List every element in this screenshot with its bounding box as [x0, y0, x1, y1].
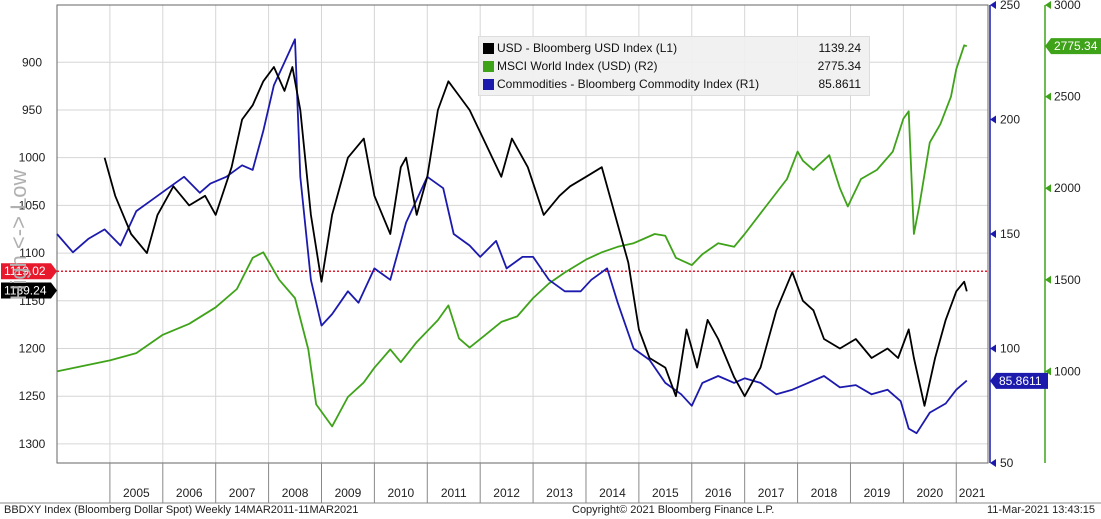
- right-axis-1-tick-mark: [990, 344, 996, 353]
- legend-value-commodities: 85.8611: [818, 77, 862, 91]
- right-axis-2-tick-mark: [1045, 367, 1051, 376]
- x-tick-label: 2011: [441, 486, 467, 500]
- y-axis-label: High <-> Low: [6, 169, 31, 300]
- left-tick-label: 1200: [19, 342, 46, 356]
- right-axis-1-tick-mark: [990, 230, 996, 238]
- left-tick-label: 900: [22, 55, 42, 69]
- legend-item-usd: USD - Bloomberg USD Index (L1) 1139.24: [479, 40, 869, 57]
- x-tick-label: 2020: [916, 486, 943, 500]
- value-labels: 1119.02 1139.24 85.8611 2775.34: [1, 38, 1101, 389]
- legend-item-commodities: Commodities - Bloomberg Commodity Index …: [479, 76, 869, 93]
- legend-value-msci: 2775.34: [817, 59, 861, 73]
- footer-source: BBDXY Index (Bloomberg Dollar Spot) Week…: [4, 504, 359, 516]
- usd-value-label-bg: [1, 282, 57, 299]
- x-tick-label: 2009: [335, 486, 362, 500]
- right-axis-1-tick-mark: [990, 459, 996, 467]
- left-tick-label: 1000: [19, 151, 46, 165]
- x-tick-label: 2017: [758, 486, 785, 500]
- legend-swatch-usd: [483, 43, 494, 54]
- x-tick-label: 2006: [176, 486, 203, 500]
- left-tick-label: 950: [22, 103, 42, 117]
- reference-value-label: 1119.02: [1, 263, 57, 280]
- commodities-value-label: 85.8611: [990, 372, 1048, 389]
- x-tick-label: 2019: [864, 486, 891, 500]
- legend-label-msci: MSCI World Index (USD) (R2): [497, 59, 658, 73]
- left-tick-label: 1100: [19, 246, 45, 260]
- right-axis-1-tick-label: 50: [1000, 456, 1014, 470]
- right-axis-1-tick-label: 250: [1000, 0, 1020, 12]
- right-axis-2-tick-label: 1000: [1054, 364, 1081, 378]
- x-tick-label: 2013: [546, 486, 573, 500]
- msci-value-label-bg: [1045, 38, 1101, 55]
- commodities-value-label-bg: [990, 372, 1048, 389]
- x-tick-label: 2005: [123, 486, 150, 500]
- right-axis-2-tick-label: 2500: [1054, 90, 1081, 104]
- right-axis-2-tick-label: 1500: [1054, 273, 1081, 287]
- legend-label-usd: USD - Bloomberg USD Index (L1): [497, 41, 678, 55]
- series-layer: [56, 38, 988, 435]
- legend-swatch-msci: [483, 61, 494, 72]
- x-tick-label: 2008: [282, 486, 309, 500]
- right-axis-2-tick-mark: [1045, 1, 1051, 9]
- reference-value-label-text: 1119.02: [4, 264, 46, 278]
- msci-value-label: 2775.34: [1045, 38, 1101, 55]
- x-tick-label: 2007: [229, 486, 256, 500]
- msci-value-label-text: 2775.34: [1054, 39, 1098, 53]
- right-axis-1-tick-label: 150: [1000, 227, 1020, 241]
- left-tick-label: 1050: [19, 198, 46, 212]
- series-line-2: [56, 38, 968, 435]
- footer-copyright: Copyright© 2021 Bloomberg Finance L.P.: [572, 504, 775, 516]
- x-tick-label: 2018: [811, 486, 838, 500]
- x-tick-label: 2015: [652, 486, 679, 500]
- x-tick-label: 2016: [705, 486, 732, 500]
- x-tick-label: 2014: [599, 486, 626, 500]
- right-axis-2-tick-mark: [1045, 92, 1051, 101]
- reference-value-label-bg: [1, 263, 57, 280]
- right-axis-1-tick-mark: [990, 1, 996, 9]
- legend-item-msci: MSCI World Index (USD) (R2) 2775.34: [479, 58, 869, 75]
- left-tick-label: 1300: [19, 437, 46, 451]
- left-tick-label: 1250: [19, 389, 46, 403]
- right-axis-2-tick-mark: [1045, 184, 1051, 193]
- series-line-1: [56, 44, 968, 428]
- legend-value-usd: 1139.24: [818, 41, 862, 55]
- right-axis-2-tick-label: 2000: [1054, 181, 1081, 195]
- footer-timestamp: 11-Mar-2021 13:43:15: [986, 504, 1095, 516]
- x-tick-label: 2021: [959, 486, 986, 500]
- legend-label-commodities: Commodities - Bloomberg Commodity Index …: [497, 77, 760, 91]
- legend-swatch-commodities: [483, 79, 494, 90]
- commodities-value-label-text: 85.8611: [999, 374, 1042, 388]
- right-axis-2-tick-mark: [1045, 275, 1051, 284]
- usd-value-label-text: 1139.24: [4, 284, 47, 298]
- right-axis-2-tick-label: 3000: [1054, 0, 1081, 12]
- usd-value-label: 1139.24: [1, 282, 57, 299]
- legend: USD - Bloomberg USD Index (L1) 1139.24 M…: [478, 36, 870, 96]
- right-axis-1-tick-mark: [990, 115, 996, 124]
- x-tick-label: 2012: [493, 486, 520, 500]
- right-axis-1-tick-label: 200: [1000, 113, 1020, 127]
- series-line-0: [103, 66, 968, 407]
- right-axis-1-tick-label: 100: [1000, 342, 1020, 356]
- x-tick-label: 2010: [387, 486, 414, 500]
